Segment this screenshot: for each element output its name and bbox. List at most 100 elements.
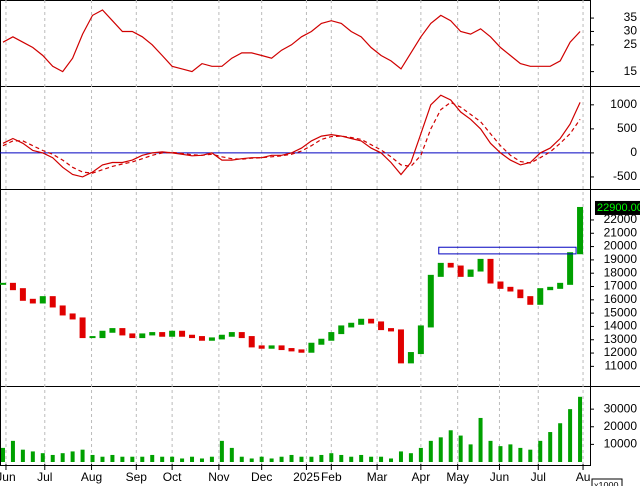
candle	[507, 286, 514, 292]
candle	[397, 329, 404, 364]
y-tick-label: 20000	[604, 239, 638, 253]
last-value-box	[595, 200, 640, 215]
candle	[258, 345, 265, 349]
candle	[119, 328, 126, 336]
candle	[358, 318, 365, 325]
y-tick-label: 12000	[604, 345, 638, 359]
volume-bar	[299, 456, 304, 462]
volume-bar	[518, 447, 523, 462]
volume-bar	[369, 456, 374, 462]
volume-bar	[279, 456, 284, 462]
line-series	[2, 9, 581, 73]
x-tick-label: Au	[576, 470, 591, 484]
candle	[308, 342, 315, 353]
candle	[477, 258, 484, 272]
volume-bar	[249, 458, 254, 462]
candle	[517, 289, 524, 299]
candle	[338, 325, 345, 335]
volume-bar	[10, 440, 15, 462]
volume-bar	[398, 451, 403, 462]
candle	[348, 322, 355, 328]
volume-bar	[548, 432, 553, 462]
unit-label: x1000	[594, 480, 619, 486]
volume-bar	[448, 430, 453, 462]
x-tick-label: Dec	[251, 470, 272, 484]
candle	[567, 252, 574, 285]
y-tick-label: -500	[613, 169, 637, 183]
y-tick-label: 14000	[604, 319, 638, 333]
volume-bar	[80, 449, 85, 462]
candle	[169, 330, 176, 337]
candle	[198, 336, 205, 341]
volume-bar	[418, 447, 423, 462]
volume-bar	[438, 437, 443, 462]
x-tick-label: Mar	[367, 470, 388, 484]
candle	[248, 336, 255, 348]
y-tick-label: 20000	[604, 419, 638, 433]
candle	[179, 330, 186, 337]
candle	[427, 274, 434, 328]
candle	[467, 269, 474, 277]
candle	[29, 298, 36, 304]
candle	[89, 336, 96, 339]
volume-bar	[50, 454, 55, 462]
volume-bar	[508, 444, 513, 462]
candle	[487, 258, 494, 284]
x-tick-label: Oct	[163, 470, 182, 484]
volume-bar	[478, 417, 483, 462]
y-tick-label: 25	[624, 37, 638, 51]
volume-bar	[40, 453, 45, 462]
candle	[318, 338, 325, 345]
candle	[129, 333, 136, 339]
volume-bar	[130, 456, 135, 462]
y-tick-label: 17000	[604, 279, 638, 293]
x-tick-label: Aug	[81, 470, 102, 484]
volume-bar	[289, 454, 294, 462]
y-tick-label: 21000	[604, 225, 638, 239]
candle	[9, 282, 16, 291]
candle	[49, 296, 56, 308]
volume-bar	[458, 435, 463, 462]
volume-bar	[538, 440, 543, 462]
volume-bar	[568, 409, 573, 462]
candle	[378, 321, 385, 331]
volume-bar	[488, 440, 493, 462]
plot-frame	[0, 0, 591, 466]
y-tick-label: 18000	[604, 265, 638, 279]
candle	[417, 325, 424, 355]
y-tick-label: 500	[617, 121, 637, 135]
candle	[159, 332, 166, 337]
volume-bar	[120, 456, 125, 462]
candle	[278, 345, 285, 351]
candle	[557, 282, 564, 289]
x-tick-label: Apr	[412, 470, 431, 484]
volume-bar	[140, 456, 145, 462]
y-tick-label: 15000	[604, 305, 638, 319]
volume-bar	[160, 456, 165, 462]
volume-bar	[349, 456, 354, 462]
candle	[497, 281, 504, 289]
volume-bar	[239, 456, 244, 462]
volume-bar	[259, 456, 264, 462]
volume-bar	[339, 454, 344, 462]
candle	[407, 352, 414, 364]
candle	[577, 206, 584, 255]
candle	[69, 313, 76, 320]
volume-bar	[389, 458, 394, 462]
volume-bar	[408, 453, 413, 462]
x-tick-label: Feb	[321, 470, 342, 484]
x-tick-label: Sep	[126, 470, 148, 484]
resistance-zone	[438, 246, 577, 255]
candle	[457, 265, 464, 277]
candle	[139, 333, 146, 339]
y-tick-label: 35	[624, 10, 638, 24]
volume-bar	[209, 456, 214, 462]
y-tick-label: 30	[624, 24, 638, 38]
volume-bar	[219, 440, 224, 462]
y-tick-label: 15	[624, 64, 638, 78]
candle	[39, 296, 46, 304]
candle	[189, 334, 196, 339]
volume-bar	[309, 456, 314, 462]
candle	[208, 337, 215, 341]
